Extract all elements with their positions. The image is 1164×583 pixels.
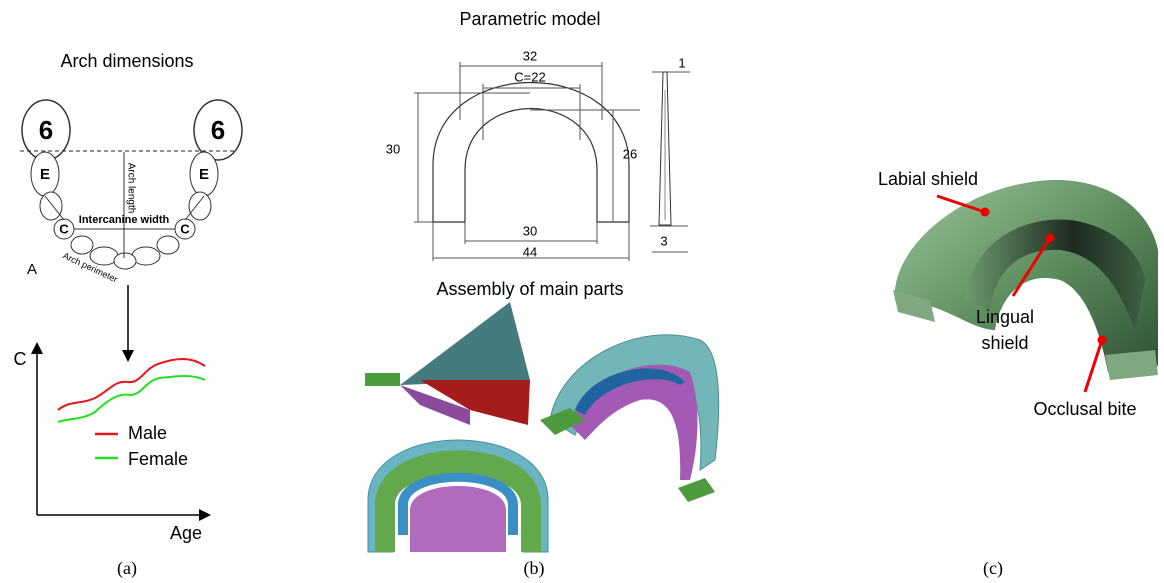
part-label: shield bbox=[981, 333, 1028, 353]
shape-ellipse bbox=[40, 192, 62, 220]
tooth-label: E bbox=[40, 166, 50, 183]
caption: (c) bbox=[983, 558, 1003, 579]
shape-line bbox=[1085, 340, 1102, 392]
shape-polygon bbox=[678, 478, 715, 502]
dimension: 30 bbox=[386, 141, 400, 156]
dimension: 44 bbox=[523, 244, 537, 259]
dimension: 3 bbox=[660, 233, 667, 248]
tooth-label: C bbox=[59, 221, 69, 236]
measure-label: Intercanine width bbox=[79, 214, 170, 226]
shape-circle bbox=[1046, 234, 1055, 243]
axis-label: Age bbox=[170, 523, 202, 543]
tooth-label: 6 bbox=[39, 115, 53, 145]
tooth-label: C bbox=[180, 221, 190, 236]
shape-ellipse bbox=[114, 253, 136, 269]
dimension: 26 bbox=[623, 146, 637, 161]
part-label: Lingual bbox=[976, 307, 1034, 327]
trend-curve bbox=[58, 359, 205, 410]
panel-title: Assembly of main parts bbox=[436, 279, 623, 299]
figure-label: A bbox=[27, 261, 37, 278]
shape-polygon bbox=[400, 302, 530, 385]
shape-path bbox=[410, 486, 506, 552]
part-label: Occlusal bite bbox=[1033, 399, 1136, 419]
tooth-label: 6 bbox=[211, 115, 225, 145]
shape-ellipse bbox=[71, 236, 93, 254]
shape-path bbox=[1105, 350, 1158, 380]
shape-circle bbox=[981, 208, 990, 217]
shape-circle bbox=[1098, 336, 1107, 345]
panel-title: Parametric model bbox=[459, 9, 600, 29]
shape-g bbox=[414, 62, 690, 261]
caption: (b) bbox=[524, 558, 545, 579]
shape-ellipse bbox=[189, 192, 211, 220]
dimension: C=22 bbox=[514, 69, 545, 84]
part-label: Labial shield bbox=[878, 169, 978, 189]
shape-polygon bbox=[365, 373, 400, 386]
tooth-label: E bbox=[199, 166, 209, 183]
legend-label: Male bbox=[128, 423, 167, 443]
dimension: 1 bbox=[678, 55, 685, 70]
caption: (a) bbox=[117, 558, 137, 579]
panel-title: Arch dimensions bbox=[60, 51, 193, 71]
shape-path bbox=[433, 83, 629, 223]
figure: Arch dimensions 6 6 E E C C Arch length … bbox=[0, 0, 1164, 583]
legend-label: Female bbox=[128, 449, 188, 469]
shape-ellipse bbox=[157, 236, 179, 254]
dimension: 30 bbox=[523, 223, 537, 238]
axis-label: C bbox=[14, 349, 27, 369]
measure-label: Arch length bbox=[125, 163, 136, 214]
dimension: 32 bbox=[523, 48, 537, 63]
